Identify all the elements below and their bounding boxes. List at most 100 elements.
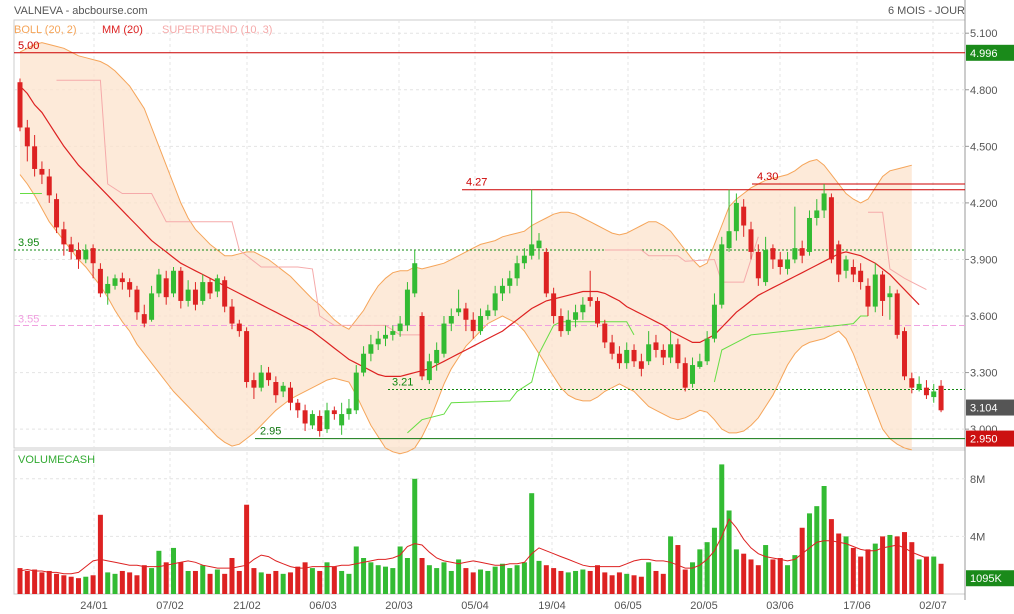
- candle-body: [39, 168, 45, 175]
- candle-body: [755, 251, 761, 279]
- x-tick-label: 20/05: [690, 600, 718, 612]
- supertrend-down-segment: [56, 79, 422, 336]
- volume-badge-box: [966, 570, 1014, 587]
- candle-body: [105, 283, 111, 294]
- volume-bar: [317, 570, 323, 594]
- volume-bar: [97, 514, 103, 594]
- candle-body: [785, 259, 791, 269]
- candle-body: [536, 240, 542, 249]
- volume-bar: [441, 562, 447, 594]
- candle-body: [682, 363, 688, 388]
- candle-body: [192, 289, 198, 305]
- candle-body: [331, 410, 337, 415]
- candle-body: [865, 285, 871, 307]
- candle-body: [83, 250, 89, 260]
- candle-body: [616, 353, 622, 364]
- volume-bar: [266, 573, 272, 594]
- volume-bar: [112, 573, 118, 594]
- volume-bar: [872, 543, 878, 594]
- candle-body: [127, 282, 133, 290]
- volume-bar: [741, 553, 747, 594]
- volume-bar: [236, 570, 242, 594]
- level-label: 2.95: [260, 426, 281, 438]
- candle-body: [368, 344, 374, 354]
- candle-body: [726, 231, 732, 249]
- volume-bar: [814, 506, 820, 594]
- moving-average-line: [19, 85, 920, 377]
- candle-body: [361, 353, 367, 373]
- volume-bar: [602, 572, 608, 594]
- y-tick-label: 3.900: [970, 254, 998, 266]
- candle-body: [24, 127, 30, 147]
- volume-bar: [521, 562, 527, 594]
- candle-body: [32, 146, 38, 169]
- legend-supertrend: SUPERTREND (10, 3): [162, 24, 272, 36]
- volume-bar: [346, 573, 352, 594]
- volume-bar: [638, 576, 644, 594]
- candle-body: [916, 383, 922, 390]
- candle-body: [704, 338, 710, 362]
- volume-bar: [821, 486, 827, 594]
- volume-bar: [456, 559, 462, 594]
- volume-bar: [675, 545, 681, 594]
- volume-bar: [149, 568, 155, 594]
- volume-bar: [185, 570, 191, 594]
- volume-bar: [624, 573, 630, 594]
- candle-body: [280, 385, 286, 392]
- volume-bar: [828, 519, 834, 594]
- volume-bar: [923, 556, 929, 594]
- volume-bar: [806, 513, 812, 594]
- volume-bar: [755, 565, 761, 594]
- volume-bar: [339, 570, 345, 594]
- volume-bar: [280, 573, 286, 594]
- candle-body: [295, 402, 301, 411]
- candle-body: [244, 331, 250, 383]
- candle-body: [426, 361, 432, 381]
- volume-bar: [514, 565, 520, 594]
- candle-body: [872, 274, 878, 307]
- resistance-badge-box: [966, 44, 1014, 61]
- volume-bar: [171, 547, 177, 594]
- x-tick-label: 05/04: [461, 600, 489, 612]
- volume-bar: [200, 565, 206, 594]
- volume-bar: [426, 565, 432, 594]
- volume-bar: [134, 575, 140, 594]
- candle-body: [902, 331, 908, 377]
- candle-body: [258, 372, 264, 388]
- volume-bar: [858, 556, 864, 594]
- chart-title: VALNEVA - abcbourse.com: [14, 5, 148, 17]
- volume-bar: [565, 572, 571, 594]
- x-tick-label: 06/05: [614, 600, 642, 612]
- candle-body: [302, 410, 308, 424]
- candle-body: [565, 319, 571, 332]
- candle-body: [770, 248, 776, 260]
- volume-bar: [770, 559, 776, 594]
- candle-body: [587, 297, 593, 301]
- candle-body: [178, 270, 184, 301]
- volume-bar: [690, 562, 696, 594]
- candle-body: [61, 229, 67, 245]
- supertrend-up-segment: [407, 321, 635, 434]
- supertrend-up-segment: [713, 315, 868, 383]
- candle-body: [397, 323, 403, 332]
- level-label: 3.21: [392, 377, 413, 389]
- volume-bar: [653, 570, 659, 594]
- candle-body: [17, 82, 23, 128]
- candle-body: [923, 387, 929, 396]
- candle-body: [448, 316, 454, 324]
- support-badge-box: [966, 430, 1014, 447]
- volume-bar: [551, 568, 557, 594]
- volume-bar: [631, 575, 637, 594]
- volume-bar: [24, 570, 30, 594]
- candle-body: [309, 414, 315, 426]
- candle-body: [631, 349, 637, 362]
- candle-body: [792, 248, 798, 260]
- volume-title: VOLUMECASH: [18, 454, 95, 466]
- volume-bar: [383, 566, 388, 594]
- volume-bar: [397, 546, 403, 594]
- volume-bar: [375, 565, 381, 594]
- volume-bar: [902, 532, 908, 594]
- volume-bar: [616, 572, 622, 594]
- candle-body: [390, 331, 396, 335]
